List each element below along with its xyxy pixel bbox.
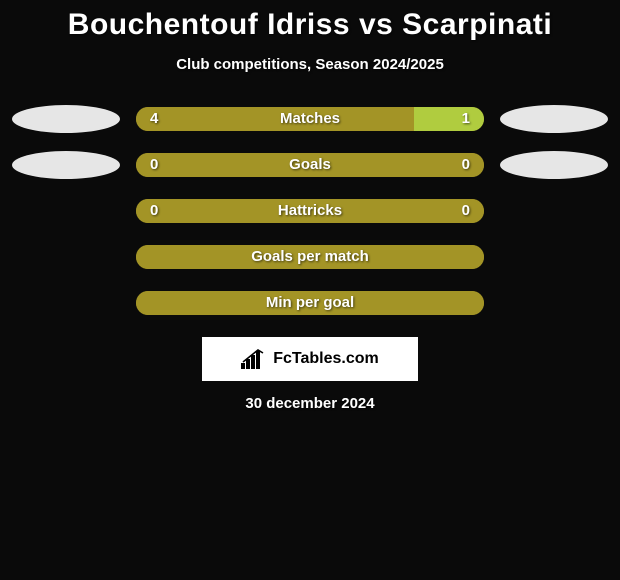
stat-row: Goals per match [0,245,620,269]
date-text: 30 december 2024 [0,395,620,412]
stat-label: Goals [136,153,484,177]
brand-text: FcTables.com [273,350,379,368]
stat-bar: 41Matches [136,107,484,131]
stat-bar: 00Hattricks [136,199,484,223]
stat-bar: Min per goal [136,291,484,315]
comparison-card: Bouchentouf Idriss vs Scarpinati Club co… [0,0,620,580]
brand-badge[interactable]: FcTables.com [202,337,418,381]
stat-label: Hattricks [136,199,484,223]
player-right-ellipse [500,151,608,179]
player-left-ellipse [12,151,120,179]
stat-label: Matches [136,107,484,131]
player-right-ellipse [500,105,608,133]
page-title: Bouchentouf Idriss vs Scarpinati [0,8,620,42]
stat-row: 00Goals [0,153,620,177]
stat-rows: 41Matches 00Goals 00Hattricks Goals per mat… [0,107,620,315]
stat-row: 41Matches [0,107,620,131]
page-subtitle: Club competitions, Season 2024/2025 [0,56,620,73]
stat-row: Min per goal [0,291,620,315]
stat-row: 00Hattricks [0,199,620,223]
stat-label: Min per goal [136,291,484,315]
stat-bar: 00Goals [136,153,484,177]
bar-chart-icon [241,349,267,369]
player-left-ellipse [12,105,120,133]
stat-label: Goals per match [136,245,484,269]
stat-bar: Goals per match [136,245,484,269]
